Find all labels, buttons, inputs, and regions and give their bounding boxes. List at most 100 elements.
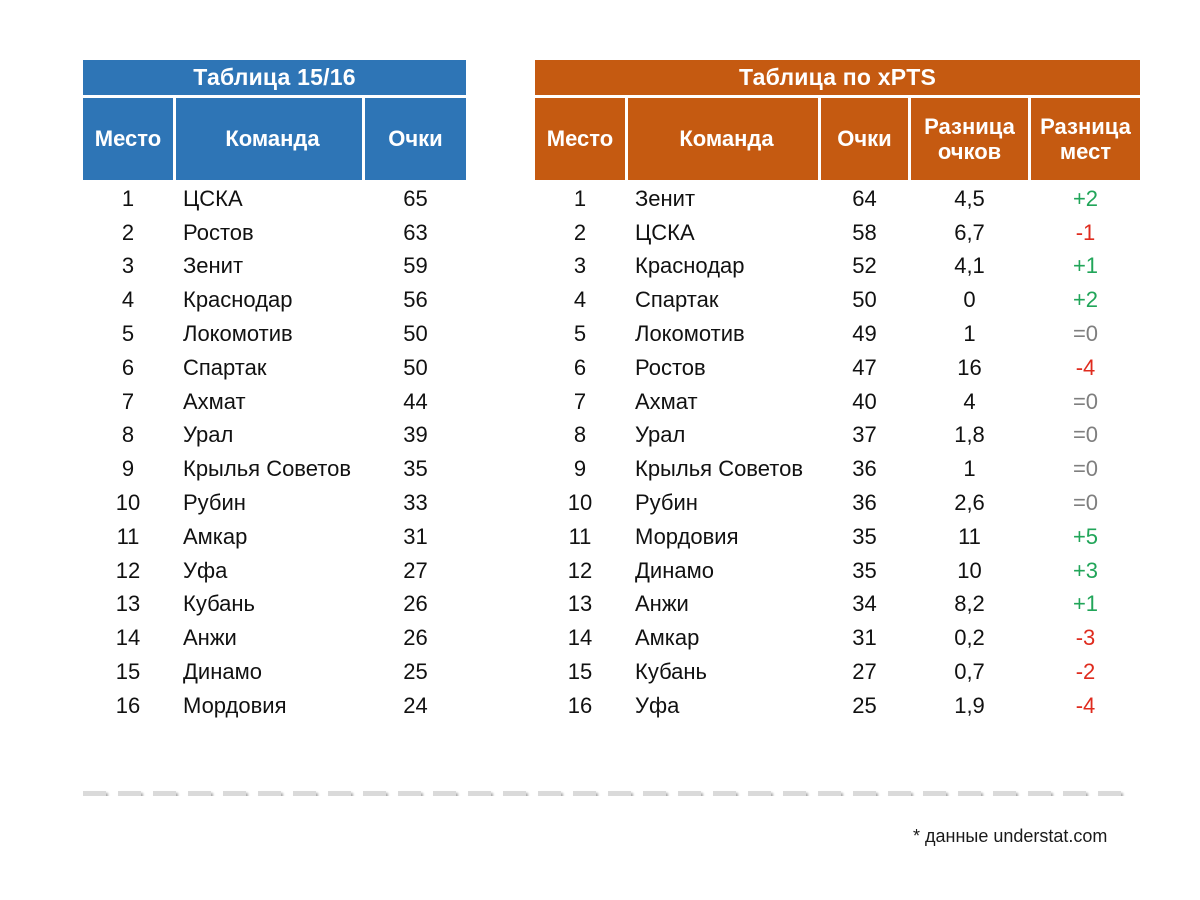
table-row: 5 Локомотив 50 [83,317,466,351]
team-cell: Кубань [183,591,256,617]
points-cell: 50 [852,287,877,313]
dash-segment [1098,791,1121,796]
place-diff-cell: -3 [1075,625,1096,651]
place-diff-cell: =0 [1072,321,1099,347]
team-cell: Ахмат [183,388,246,414]
dash-segment [363,791,386,796]
place-diff-cell: -4 [1075,354,1096,380]
table-row: 8 Урал 37 1,8 =0 [535,419,1140,453]
table-row: 1 ЦСКА 65 [83,182,466,216]
place-diff-cell: -1 [1075,219,1096,245]
table-row: 2 ЦСКА 58 6,7 -1 [535,216,1140,250]
points-diff-cell: 0,7 [954,659,985,685]
place-cell: 9 [573,456,587,482]
place-cell: 6 [573,354,587,380]
dash-segment [888,791,911,796]
place-cell: 4 [573,287,587,313]
column-header-place-diff: Разница мест [1031,98,1140,180]
place-diff-cell: =0 [1072,388,1099,414]
team-cell: Анжи [635,591,689,617]
table-row: 3 Краснодар 52 4,1 +1 [535,250,1140,284]
points-cell: 64 [852,185,877,211]
place-diff-cell: =0 [1072,490,1099,516]
points-diff-cell: 16 [957,354,982,380]
place-cell: 15 [567,659,593,685]
table-row: 14 Анжи 26 [83,621,466,655]
team-cell: ЦСКА [183,185,243,211]
points-cell: 44 [403,388,428,414]
dash-segment [993,791,1016,796]
column-header-points-diff: Разница очков [911,98,1028,180]
dash-segment [678,791,701,796]
place-cell: 6 [121,354,135,380]
dash-segment [573,791,596,796]
table-row: 2 Ростов 63 [83,216,466,250]
dash-segment [783,791,806,796]
points-cell: 50 [403,321,428,347]
points-diff-cell: 10 [957,557,982,583]
team-cell: Крылья Советов [183,456,352,482]
place-cell: 5 [573,321,587,347]
team-cell: Уфа [183,557,228,583]
points-diff-cell: 6,7 [954,219,985,245]
team-cell: Динамо [635,557,714,583]
place-cell: 11 [116,523,140,549]
dash-segment [223,791,246,796]
dash-segment [153,791,176,796]
column-header-points: Очки [821,98,908,180]
table-row: 11 Амкар 31 [83,520,466,554]
team-cell: Спартак [183,354,267,380]
place-cell: 11 [568,523,592,549]
dash-segment [433,791,456,796]
table-row: 10 Рубин 36 2,6 =0 [535,486,1140,520]
points-cell: 34 [852,591,877,617]
place-cell: 8 [573,422,587,448]
dash-segment [1028,791,1051,796]
table-row: 9 Крылья Советов 35 [83,452,466,486]
points-diff-cell: 4,5 [954,185,985,211]
points-cell: 31 [403,523,428,549]
table-xpts: Таблица по xPTS Место Команда Очки Разни… [535,60,1140,723]
points-cell: 47 [852,354,877,380]
table-row: 7 Ахмат 40 4 =0 [535,385,1140,419]
team-cell: Урал [635,422,686,448]
table-row: 16 Уфа 25 1,9 -4 [535,689,1140,723]
team-cell: Зенит [183,253,244,279]
dash-segment [118,791,141,796]
place-cell: 13 [567,591,593,617]
dash-segment [853,791,876,796]
table-row: 3 Зенит 59 [83,250,466,284]
points-cell: 63 [403,219,428,245]
dashed-divider [83,784,1145,796]
points-cell: 37 [852,422,877,448]
team-cell: Рубин [183,490,246,516]
place-diff-cell: =0 [1072,422,1099,448]
team-cell: Рубин [635,490,698,516]
left-table-body: 1 ЦСКА 65 2 Ростов 63 3 Зенит 59 4 Краснодар 56 5 Лок… [83,182,466,723]
points-cell: 49 [852,321,877,347]
place-diff-cell: +1 [1072,591,1099,617]
team-cell: Анжи [183,625,237,651]
points-cell: 35 [852,523,877,549]
dash-segment [923,791,946,796]
points-cell: 35 [403,456,428,482]
dash-segment [258,791,281,796]
place-cell: 12 [567,557,593,583]
team-cell: Спартак [635,287,719,313]
team-cell: Ахмат [635,388,698,414]
table-row: 4 Спартак 50 0 +2 [535,283,1140,317]
points-cell: 65 [403,185,428,211]
table-row: 4 Краснодар 56 [83,283,466,317]
points-diff-cell: 4 [963,388,976,414]
left-table-header: Место Команда Очки [83,98,466,180]
points-diff-cell: 0,2 [954,625,985,651]
dash-segment [328,791,351,796]
place-cell: 9 [121,456,135,482]
team-cell: Уфа [635,692,680,718]
points-diff-cell: 1 [963,321,976,347]
place-cell: 3 [121,253,135,279]
place-cell: 13 [115,591,141,617]
points-cell: 24 [403,692,428,718]
right-table-body: 1 Зенит 64 4,5 +2 2 ЦСКА 58 6,7 -1 3 Краснодар 52 4,1… [535,182,1140,723]
right-table-title: Таблица по xPTS [535,60,1140,95]
